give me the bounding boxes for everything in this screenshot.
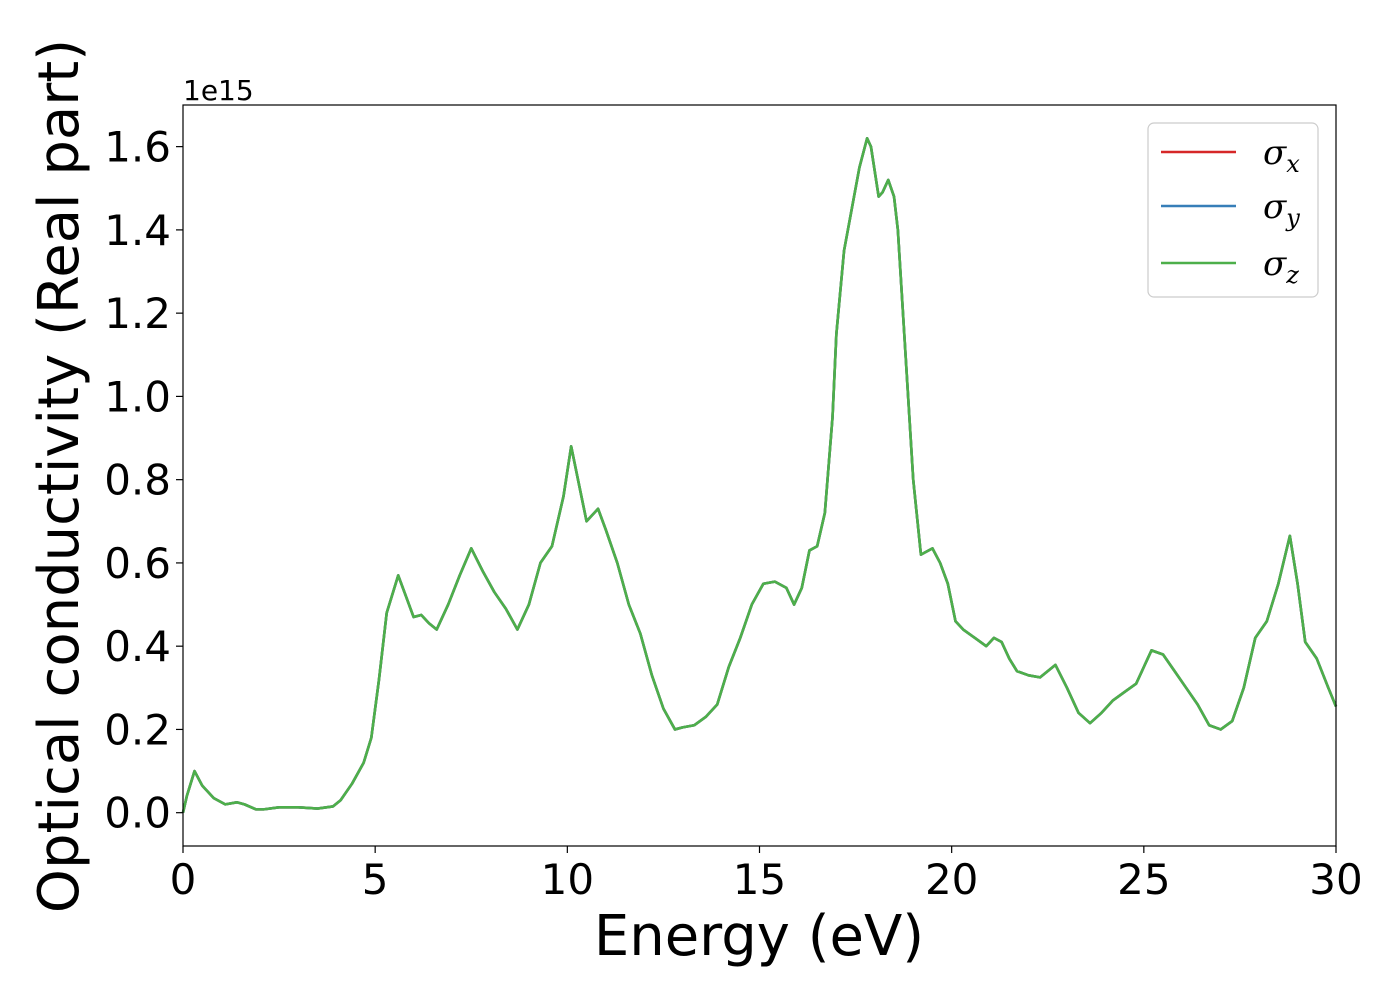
y-axis-title: Optical conductivity (Real part) [27, 39, 92, 913]
x-tick-label: 25 [1117, 855, 1170, 904]
legend-label-z: σz [1263, 244, 1299, 289]
legend-label-x: σx [1263, 133, 1300, 178]
y-tick-label: 0.4 [104, 622, 171, 671]
y-tick-label: 0.6 [104, 539, 171, 588]
y-offset-label: 1e15 [183, 74, 254, 107]
y-tick-label: 1.4 [104, 206, 171, 255]
x-tick-label: 30 [1309, 855, 1362, 904]
y-tick-label: 0.2 [104, 705, 171, 754]
y-tick-label: 0.0 [104, 789, 171, 838]
y-tick-label: 1.0 [104, 372, 171, 421]
x-tick-label: 5 [362, 855, 389, 904]
x-axis-title: Energy (eV) [594, 904, 924, 969]
y-axis: 0.0 0.2 0.4 0.6 0.8 1.0 1.2 1.4 1.6 [104, 123, 183, 838]
y-tick-label: 1.2 [104, 289, 171, 338]
y-tick-label: 1.6 [104, 123, 171, 172]
x-tick-label: 20 [925, 855, 978, 904]
legend-frame [1147, 122, 1319, 298]
legend-label-y: σy [1263, 187, 1300, 232]
legend: σx σy σz [1147, 122, 1319, 298]
x-tick-label: 15 [733, 855, 786, 904]
x-axis: 0 5 10 15 20 25 30 [170, 846, 1363, 904]
y-tick-label: 0.8 [104, 456, 171, 505]
series-layer [181, 137, 1338, 813]
x-tick-label: 10 [541, 855, 594, 904]
x-tick-label: 0 [170, 855, 197, 904]
series-line-z [181, 137, 1338, 813]
